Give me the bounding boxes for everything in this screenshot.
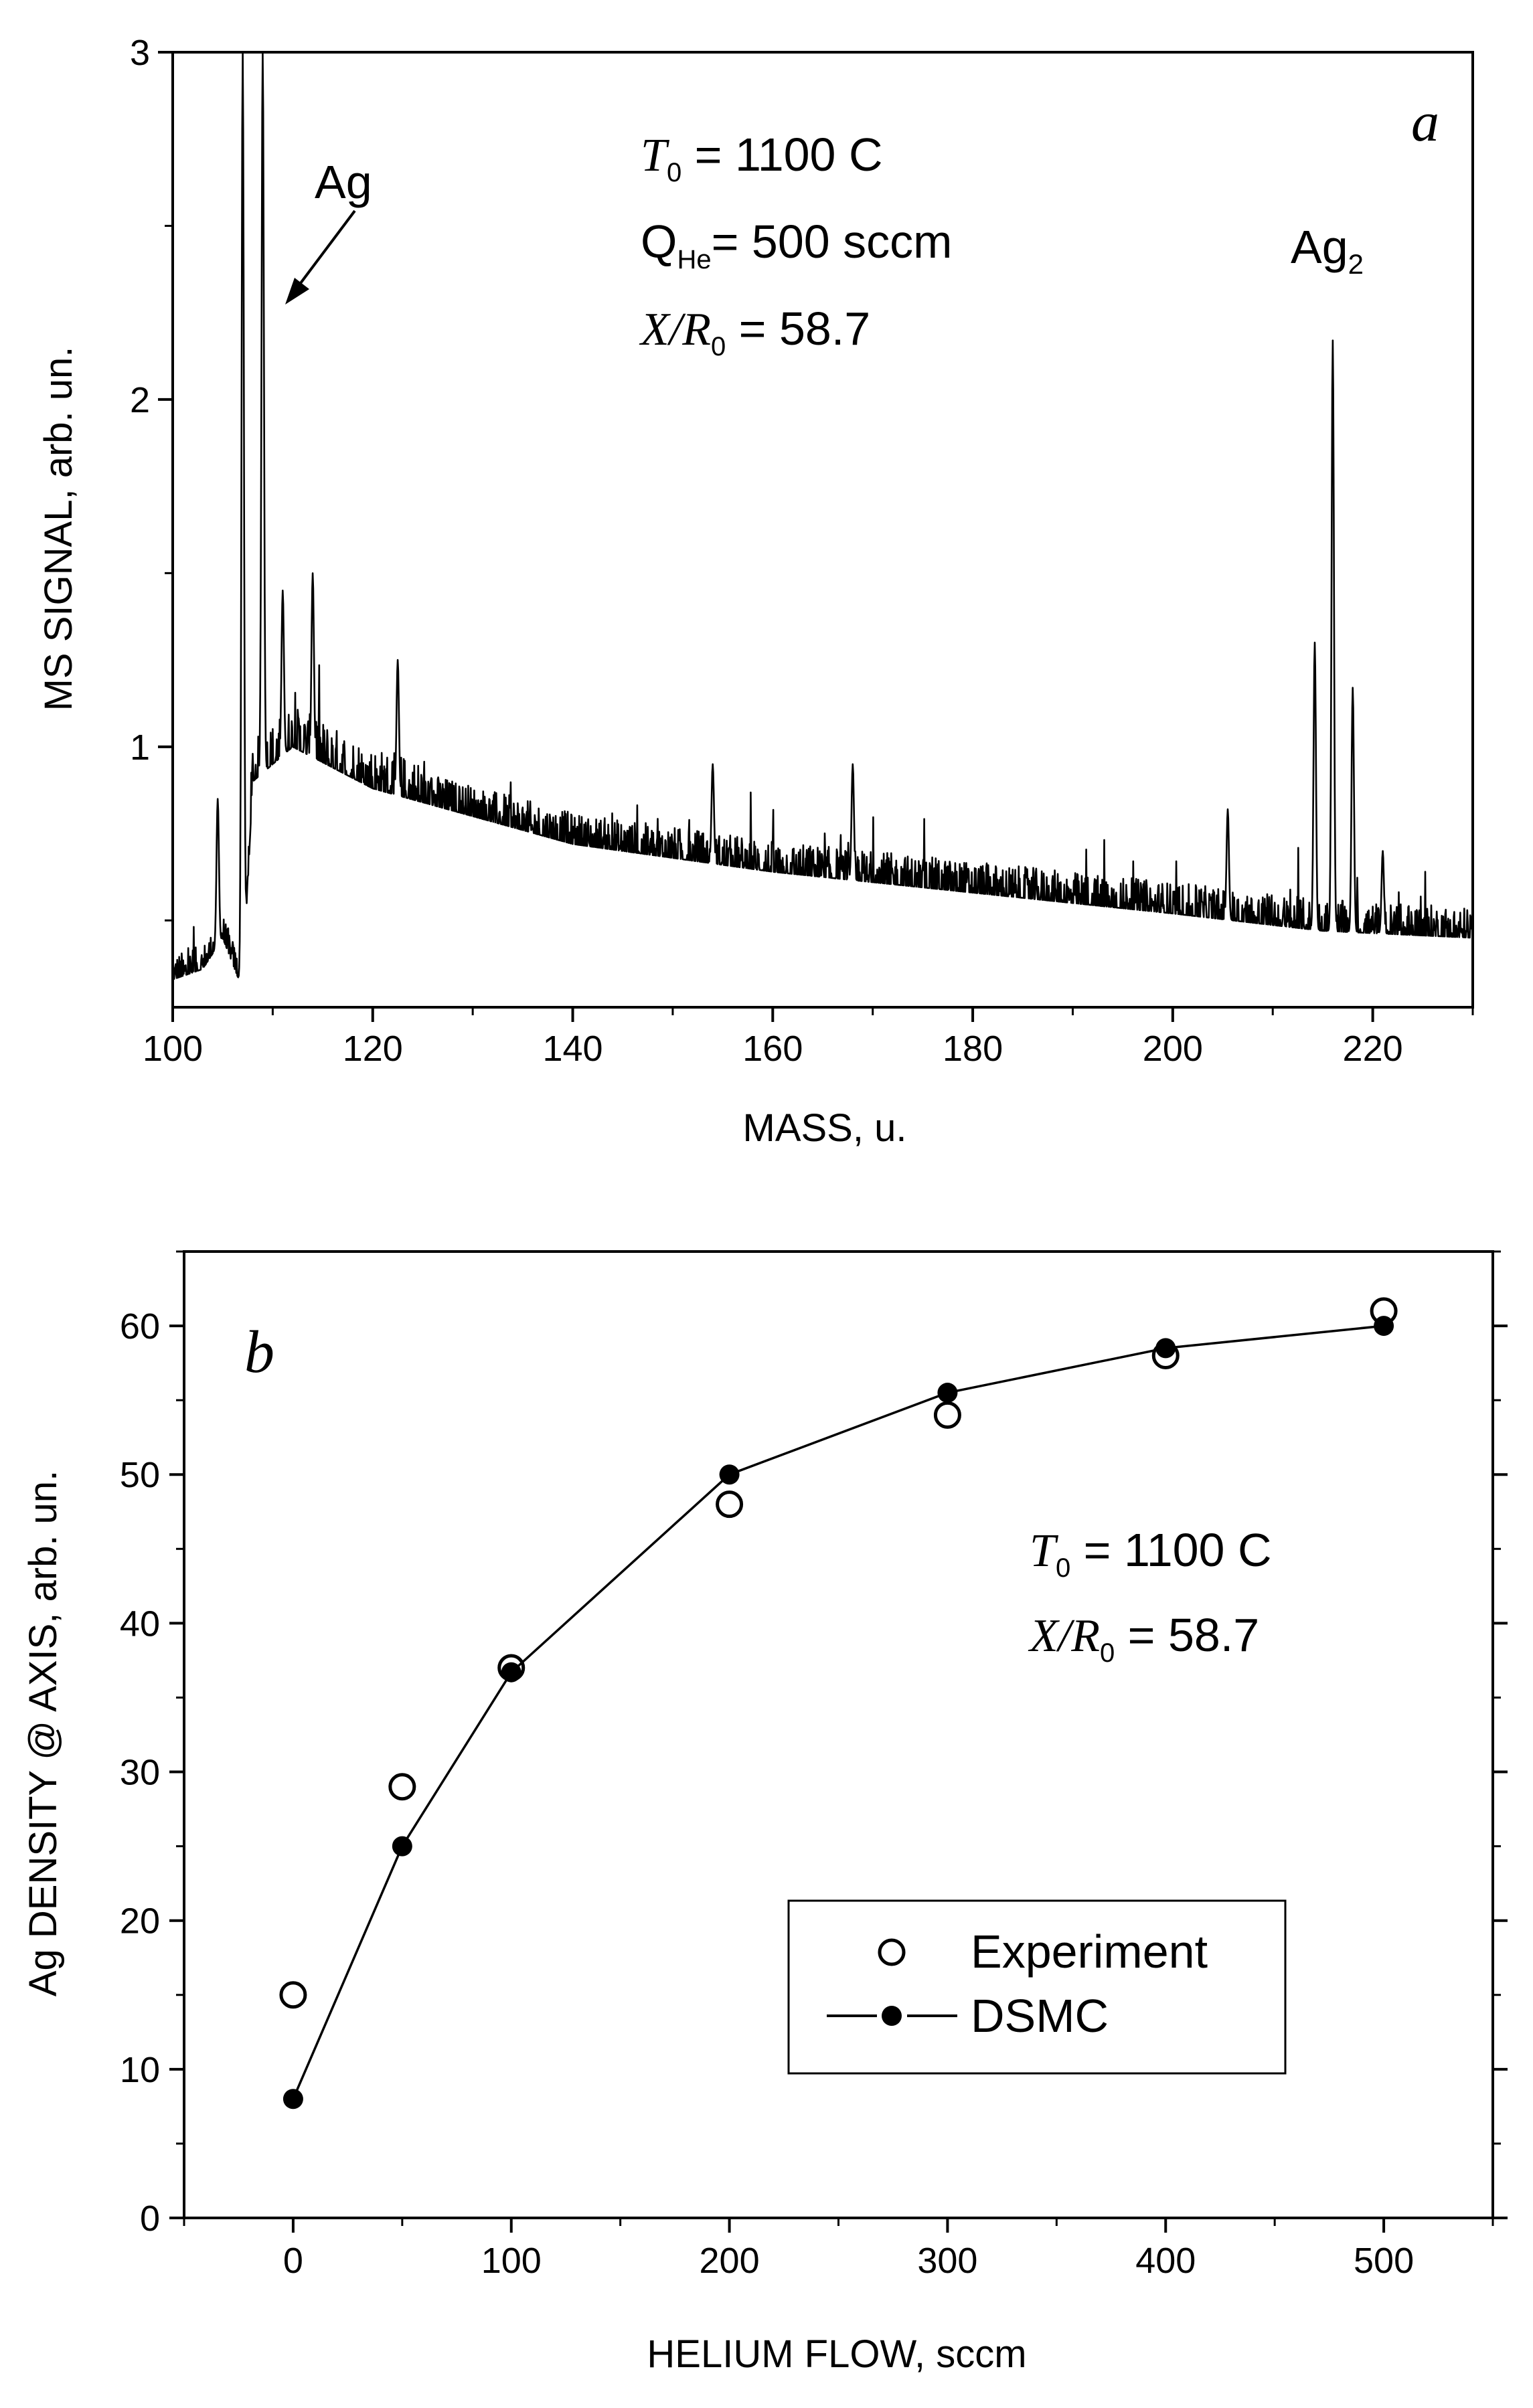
param-qhe-a-symbol: Q <box>641 216 677 268</box>
dsmc-point <box>719 1464 740 1485</box>
panel-a-y-tick-label: 2 <box>130 380 150 420</box>
panel-a-x-tick-label: 100 <box>143 1029 203 1069</box>
panel-b-y-tick-label: 60 <box>120 1306 160 1347</box>
panel-a-y-tick-label: 3 <box>130 33 150 73</box>
legend-dsmc-marker <box>882 2006 902 2026</box>
legend-experiment-label: Experiment <box>971 1925 1208 1978</box>
param-t0-a-subscript: 0 <box>667 158 681 187</box>
dsmc-point <box>937 1383 958 1403</box>
panel-b-x-tick-label: 300 <box>917 2241 977 2281</box>
panel-a-x-tick-label: 120 <box>343 1029 403 1069</box>
experiment-point <box>716 1490 744 1519</box>
experiment-point <box>1370 1297 1398 1325</box>
param-qhe-a: QHe= 500 sccm <box>641 216 952 274</box>
panel-b-y-tick-label: 50 <box>120 1455 160 1495</box>
panel-b-x-tick-label: 400 <box>1135 2241 1196 2281</box>
param-xr0-a-symbol: X/R <box>639 304 711 355</box>
panel-b-letter: b <box>244 1319 274 1385</box>
panel-b-x-tick-label: 200 <box>700 2241 760 2281</box>
ag-peak-arrow <box>285 209 356 305</box>
experiment-point <box>279 1981 307 2009</box>
panel-a-x-tick-label: 160 <box>742 1029 803 1069</box>
panel-b-y-tick-label: 10 <box>120 2050 160 2090</box>
legend-box <box>787 1899 1287 2075</box>
panel-a-plot-frame <box>171 51 1474 1009</box>
ag-peak-label: Ag <box>315 156 372 208</box>
param-xr0-b-value: = 58.7 <box>1115 1609 1259 1661</box>
panel-b-y-tick-label: 40 <box>120 1604 160 1644</box>
panel-b-y-axis-label: Ag DENSITY @ AXIS, arb. un. <box>21 1470 65 1996</box>
ag2-peak-label-subscript: 2 <box>1348 248 1364 280</box>
experiment-point <box>933 1401 961 1429</box>
panel-a-x-tick-label: 180 <box>943 1029 1003 1069</box>
experiment-point <box>497 1654 526 1682</box>
panel-a-ticks <box>158 51 1474 1022</box>
panel-b-y-tick-label: 30 <box>120 1753 160 1793</box>
dsmc-point <box>283 2089 303 2110</box>
param-t0-b-subscript: 0 <box>1056 1553 1070 1583</box>
param-xr0-a-subscript: 0 <box>711 332 726 361</box>
panel-a-letter: a <box>1411 91 1439 153</box>
experiment-point <box>1151 1342 1180 1370</box>
panel-a-x-axis-label: MASS, u. <box>743 1106 907 1150</box>
panel-a-x-tick-label: 200 <box>1143 1029 1203 1069</box>
panel-a-x-tick-label: 140 <box>542 1029 602 1069</box>
param-t0-a-symbol: T <box>641 130 670 181</box>
panel-b-data-points <box>279 1297 1398 2110</box>
param-xr0-b-symbol: X/R <box>1028 1610 1100 1662</box>
dsmc-point <box>392 1836 412 1857</box>
experiment-point <box>388 1773 416 1801</box>
param-t0-b: T0 = 1100 C <box>1030 1524 1272 1583</box>
panel-b-x-tick-label: 0 <box>283 2241 303 2281</box>
panel-b-x-tick-label: 100 <box>481 2241 542 2281</box>
param-qhe-a-subscript: He <box>677 245 711 274</box>
param-t0-b-value: = 1100 C <box>1070 1524 1271 1576</box>
panel-b: 0 100 200 300 400 500 0 10 20 30 40 50 60 HELIUM FLO… <box>21 1250 1508 2376</box>
param-qhe-a-value: = 500 sccm <box>712 216 953 268</box>
param-t0-a: T0 = 1100 C <box>641 128 883 187</box>
param-xr0-a-value: = 58.7 <box>726 303 870 355</box>
param-t0-b-symbol: T <box>1030 1525 1059 1577</box>
dsmc-point <box>1155 1338 1176 1359</box>
panel-b-x-axis-label: HELIUM FLOW, sccm <box>647 2332 1026 2376</box>
panel-a-y-tick-label: 1 <box>130 727 150 768</box>
panel-b-y-tick-label: 0 <box>140 2199 160 2239</box>
legend-dsmc-label: DSMC <box>971 1990 1109 2042</box>
param-xr0-b: X/R0 = 58.7 <box>1028 1609 1259 1668</box>
panel-a-x-tick-label: 220 <box>1343 1029 1403 1069</box>
panel-b-ticks <box>169 1250 1508 2233</box>
legend-experiment-marker <box>878 1938 906 1966</box>
legend: Experiment DSMC <box>787 1899 1287 2075</box>
param-t0-a-value: = 1100 C <box>681 128 882 181</box>
ag2-peak-label-text: Ag <box>1291 221 1348 273</box>
panel-b-x-tick-label: 500 <box>1354 2241 1414 2281</box>
ms-signal-line <box>171 51 1474 980</box>
param-xr0-a: X/R0 = 58.7 <box>639 303 870 361</box>
param-xr0-b-subscript: 0 <box>1100 1638 1115 1668</box>
panel-a-y-axis-label: MS SIGNAL, arb. un. <box>37 347 80 711</box>
ag2-peak-label: Ag2 <box>1291 221 1364 280</box>
panel-b-tick-labels: 0 100 200 300 400 500 0 10 20 30 40 50 60 <box>120 1306 1414 2281</box>
panel-b-y-tick-label: 20 <box>120 1901 160 1942</box>
